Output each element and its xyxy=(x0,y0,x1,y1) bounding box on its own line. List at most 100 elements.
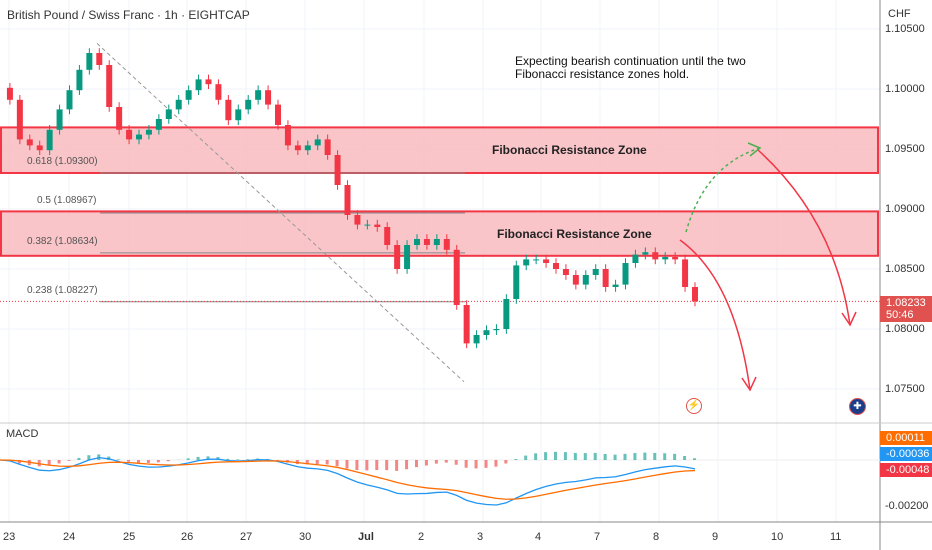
candle xyxy=(314,139,321,146)
fib-label: 0.618 (1.09300) xyxy=(27,156,98,167)
fibonacci-resistance-zone xyxy=(0,126,879,174)
price-axis-label: 1.08000 xyxy=(885,323,925,335)
macd-histogram-bar xyxy=(494,460,498,467)
time-axis-label: Jul xyxy=(358,531,374,543)
macd-label[interactable]: MACD xyxy=(6,428,39,440)
candle xyxy=(215,84,222,100)
zone-label-lower: Fibonacci Resistance Zone xyxy=(497,227,652,241)
candle xyxy=(404,245,411,269)
candle xyxy=(463,305,470,344)
candle xyxy=(612,284,619,287)
candle xyxy=(324,139,331,155)
macd-histogram-bar xyxy=(405,460,409,470)
candle xyxy=(195,79,202,91)
macd-histogram-bar xyxy=(385,460,389,471)
macd-histogram-bar xyxy=(315,460,319,465)
macd-histogram-bar xyxy=(663,453,667,460)
candle xyxy=(344,185,351,215)
candle xyxy=(483,330,490,335)
candle xyxy=(304,145,311,151)
macd-histogram-bar xyxy=(415,460,418,468)
candle xyxy=(334,155,341,185)
last-price: 1.08233 xyxy=(886,297,926,309)
price-axis-label: 1.08500 xyxy=(885,263,925,275)
chart-title: British Pound / Swiss Franc · 1h · EIGHT… xyxy=(7,8,250,22)
macd-histogram-bar xyxy=(305,460,309,465)
macd-histogram-bar xyxy=(434,460,438,464)
macd-histogram-bar xyxy=(77,457,81,460)
macd-histogram-bar xyxy=(583,453,587,460)
macd-histogram-bar xyxy=(395,460,399,471)
candle xyxy=(205,79,212,85)
candle xyxy=(165,109,172,119)
retest-projection-arrow xyxy=(685,147,761,233)
candle xyxy=(562,269,569,275)
zone-label-upper: Fibonacci Resistance Zone xyxy=(492,143,647,157)
fib-label: 0.238 (1.08227) xyxy=(27,285,98,296)
candle xyxy=(294,145,301,151)
macd-histogram-bar xyxy=(653,452,657,460)
annotation-text: Expecting bearish continuation until the… xyxy=(515,54,746,81)
time-axis-label: 27 xyxy=(240,531,253,543)
macd-histogram-bar xyxy=(127,460,131,462)
candle xyxy=(384,227,391,245)
uk-flag-event-icon[interactable]: ✚ xyxy=(849,398,866,415)
candle xyxy=(185,90,192,100)
time-axis-label: 25 xyxy=(123,531,136,543)
arrow-head xyxy=(841,311,857,327)
macd-histogram-bar xyxy=(47,460,51,466)
macd-histogram-bar xyxy=(633,453,637,460)
candle xyxy=(66,90,73,110)
candle xyxy=(136,134,142,140)
candle xyxy=(86,53,93,70)
macd-histogram-bar xyxy=(643,452,647,460)
macd-histogram-bar xyxy=(365,460,369,471)
macd-histogram-bar xyxy=(683,455,687,460)
candle xyxy=(76,69,83,91)
candle xyxy=(145,129,152,135)
time-axis-label: 7 xyxy=(594,531,601,543)
candle xyxy=(394,245,401,269)
macd-histogram-bar xyxy=(573,452,577,460)
arrow-head xyxy=(741,376,757,392)
macd-histogram-bar xyxy=(206,456,210,460)
macd-histogram-bar xyxy=(325,460,329,465)
time-axis-label: 4 xyxy=(535,531,542,543)
candle xyxy=(374,224,381,227)
macd-histogram-bar xyxy=(484,460,488,468)
macd-histogram-bar xyxy=(534,453,538,460)
macd-histogram-bar xyxy=(693,458,696,460)
candle xyxy=(235,109,242,121)
candle xyxy=(16,99,23,140)
macd-histogram-value: 0.00011 xyxy=(880,431,932,445)
candle xyxy=(275,104,281,125)
price-axis-label: 1.10000 xyxy=(885,83,925,95)
candle xyxy=(56,109,63,130)
candle xyxy=(592,269,599,275)
macd-histogram-bar xyxy=(504,460,508,464)
candle xyxy=(255,90,262,100)
macd-histogram-bar xyxy=(196,456,200,460)
candle xyxy=(6,87,13,100)
fib-label: 0.5 (1.08967) xyxy=(37,195,97,206)
lightning-event-icon[interactable]: ⚡ xyxy=(686,398,702,414)
candle xyxy=(572,275,579,285)
candle xyxy=(106,65,113,107)
macd-histogram-bar xyxy=(57,460,61,464)
macd-histogram-bar xyxy=(87,455,91,460)
candle xyxy=(26,139,33,146)
candle xyxy=(443,239,450,250)
candle xyxy=(364,224,371,226)
candle xyxy=(155,119,162,130)
macd-histogram-bar xyxy=(146,460,150,464)
macd-line-value: -0.00036 xyxy=(880,447,932,461)
candle xyxy=(433,239,440,245)
time-axis-label: 3 xyxy=(477,531,484,543)
macd-histogram-bar xyxy=(454,460,458,465)
arrow-head xyxy=(747,142,762,157)
candle xyxy=(414,239,420,245)
price-axis-label: 1.07500 xyxy=(885,383,925,395)
currency-label[interactable]: CHF xyxy=(888,8,911,20)
